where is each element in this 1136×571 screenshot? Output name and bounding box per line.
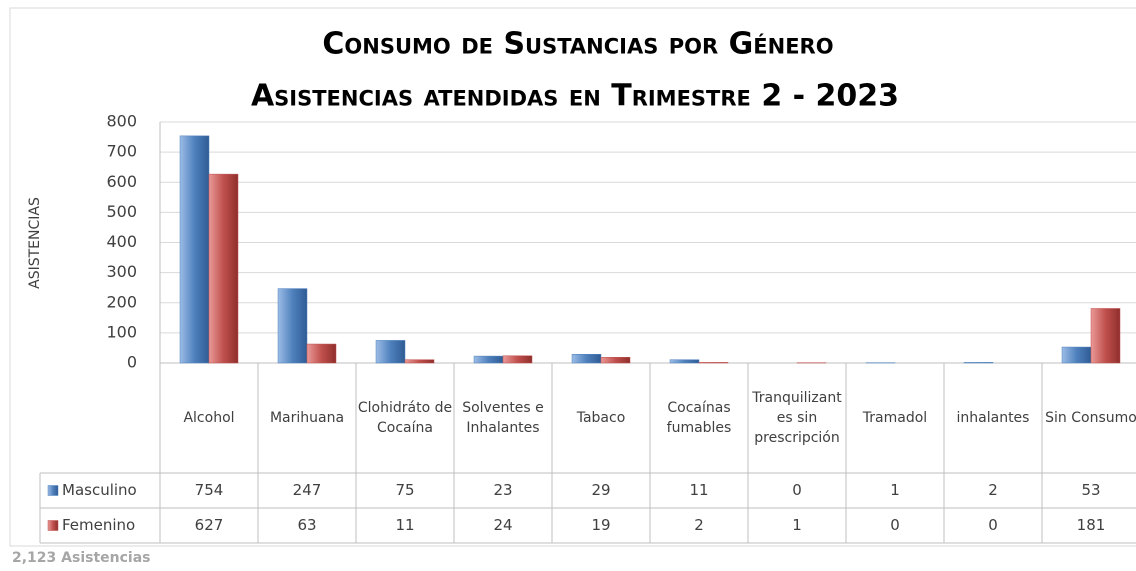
bar [698, 362, 729, 364]
footer-note: 2,123 Asistencias [12, 550, 151, 566]
x-tick-label: Solventes e Inhalantes [462, 400, 544, 436]
y-tick-label: 500 [106, 202, 137, 221]
bar [669, 359, 700, 364]
y-tick-label: 200 [106, 292, 137, 311]
category-cell: Tranquilizantes sin prescripción [752, 390, 842, 446]
bar [1061, 346, 1092, 364]
table-value: 19 [591, 516, 610, 534]
table-value: 627 [195, 516, 224, 534]
table-value: 29 [591, 481, 610, 499]
category-cell: Marihuana [269, 410, 345, 426]
y-tick-label: 100 [106, 322, 137, 341]
bar [600, 357, 631, 364]
bar [473, 355, 504, 364]
x-tick-label: Alcohol [183, 410, 235, 426]
table-value: 2 [694, 516, 704, 534]
table-value: 75 [395, 481, 414, 499]
bar [277, 288, 308, 364]
y-tick-label: 300 [106, 262, 137, 281]
table-value: 0 [890, 516, 900, 534]
bar [1090, 308, 1121, 364]
x-tick-label: Sin Consumo [1045, 410, 1136, 426]
category-cell: Sin Consumo [1045, 410, 1136, 426]
table-value: 11 [689, 481, 708, 499]
x-tick-label: inhalantes [956, 410, 1030, 426]
table-value: 2 [988, 481, 998, 499]
legend-label: Femenino [62, 516, 135, 534]
y-tick-label: 0 [127, 353, 137, 372]
table-value: 24 [493, 516, 512, 534]
x-tick-label: Cocaínas fumables [666, 400, 732, 436]
x-tick-label: Tranquilizantes sin prescripción [752, 390, 842, 446]
table-value: 11 [395, 516, 414, 534]
table-value: 53 [1081, 481, 1100, 499]
y-tick-label: 700 [106, 142, 137, 161]
y-tick-label: 800 [106, 112, 137, 131]
table-value: 0 [988, 516, 998, 534]
category-cell: Alcohol [183, 410, 235, 426]
y-tick-label: 400 [106, 232, 137, 251]
table-value: 1 [890, 481, 900, 499]
category-cell: Tabaco [576, 410, 626, 426]
chart-subtitle: Asistencias atendidas en Trimestre 2 - 2… [251, 79, 899, 114]
bar [571, 354, 602, 364]
bar [375, 340, 406, 364]
x-tick-label: Clohidráto de Cocaína [357, 400, 453, 436]
table-value: 181 [1077, 516, 1106, 534]
table-value: 23 [493, 481, 512, 499]
table-value: 0 [792, 481, 802, 499]
table-value: 754 [195, 481, 224, 499]
legend-swatch [47, 485, 59, 496]
category-cell: inhalantes [956, 410, 1030, 426]
bar [306, 343, 337, 364]
bar [179, 135, 210, 364]
bar [208, 173, 239, 364]
x-tick-label: Tramadol [862, 410, 928, 426]
legend-label: Masculino [62, 481, 137, 499]
x-tick-label: Tabaco [576, 410, 626, 426]
legend-swatch [47, 520, 59, 531]
table-value: 247 [293, 481, 322, 499]
y-axis-label: Asistencias [27, 197, 43, 289]
table-value: 63 [297, 516, 316, 534]
category-cell: Solventes e Inhalantes [462, 400, 544, 436]
x-tick-label: Marihuana [269, 410, 345, 426]
bar [502, 355, 533, 364]
category-cell: Tramadol [862, 410, 928, 426]
y-tick-label: 600 [106, 172, 137, 191]
chart-title: Consumo de Sustancias por Género [322, 27, 833, 62]
category-cell: Cocaínas fumables [666, 400, 732, 436]
table-value: 1 [792, 516, 802, 534]
category-cell: Clohidráto de Cocaína [357, 400, 453, 436]
bar [963, 362, 994, 364]
bar [404, 359, 435, 364]
